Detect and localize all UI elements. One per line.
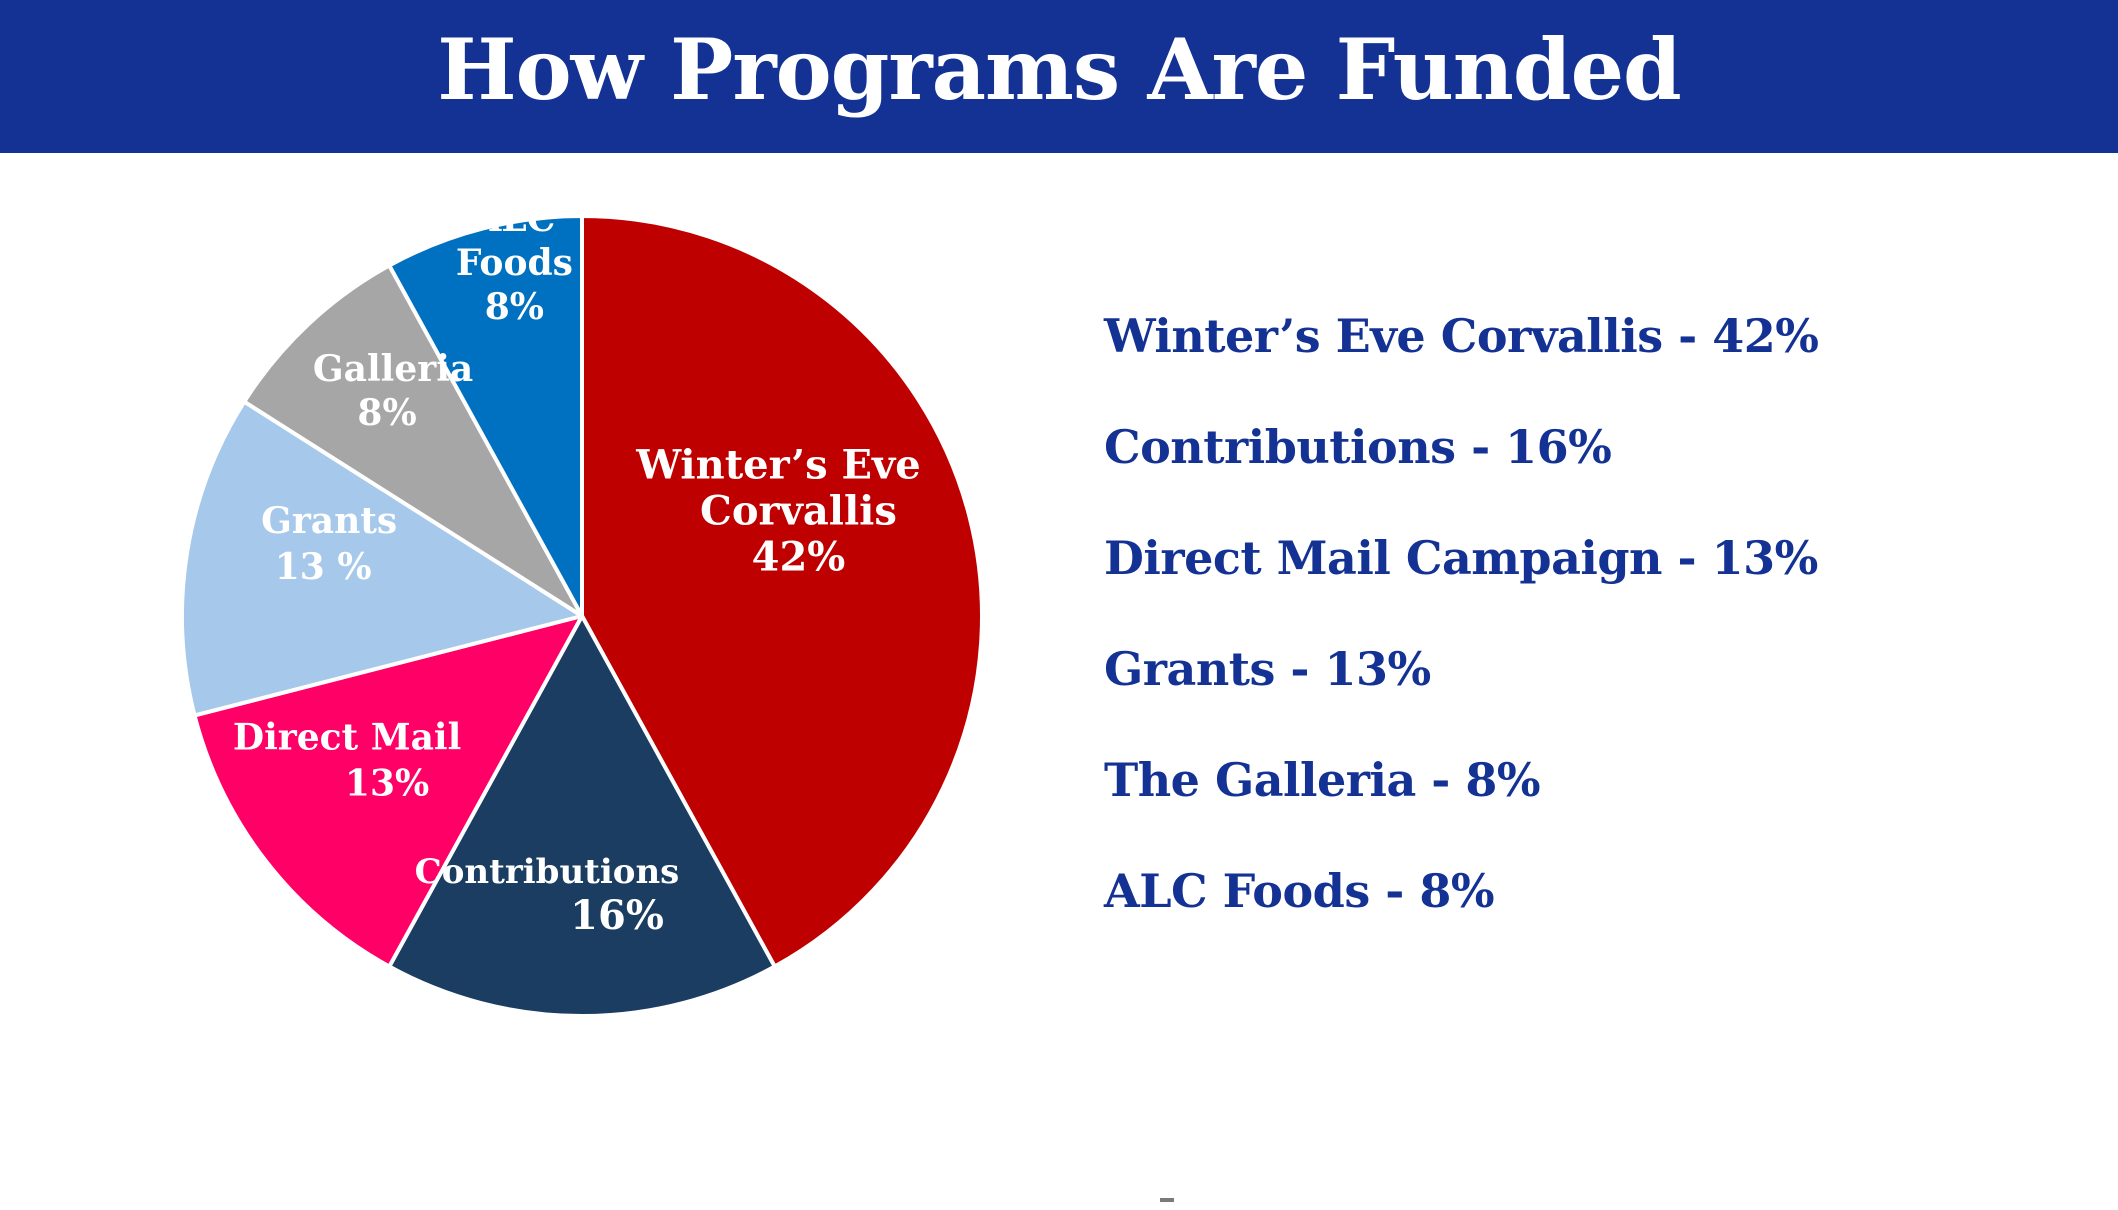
slice-label-alc-foods: ALC Foods 8% [456,198,573,328]
legend-item-contributions: Contributions - 16% [1104,420,1612,474]
slice-label-contributions: Contributions 16% [415,852,680,939]
slice-label-line: Winter’s Eve [635,441,921,488]
slice-label-line: 42% [752,533,846,580]
title-bar: How Programs Are Funded [0,0,2118,153]
slice-label-line: 8% [357,392,416,434]
page-title: How Programs Are Funded [437,19,1682,119]
pie-slice-grants [180,399,584,718]
legend-item-direct-mail: Direct Mail Campaign - 13% [1104,531,1818,585]
slice-label-line: Direct Mail [233,717,461,759]
slice-label-line: 13 % [275,546,372,588]
slice-label-winter-s-eve-corvallis: Winter’s Eve Corvallis 42% [635,441,921,580]
slice-label-line: 8% [485,286,544,328]
slice-label-line: 13% [345,763,429,805]
legend-item-winters-eve: Winter’s Eve Corvallis - 42% [1104,309,1819,363]
footer-mark [1160,1198,1174,1202]
legend-item-alc-foods: ALC Foods - 8% [1104,864,1495,918]
slice-label-line: Foods [456,242,573,284]
slice-label-line: 16% [570,892,664,939]
slice-label-line: Corvallis [700,487,897,534]
slice-label-grants: Grants 13 % [261,500,397,588]
pie-slice-direct-mail [192,614,584,969]
slice-label-galleria: Galleria 8% [313,348,473,434]
pie-slice-alc-foods [387,214,584,618]
slice-label-direct-mail: Direct Mail 13% [233,717,461,805]
slice-label-line: ALC [472,198,555,240]
pie-slice-contributions [387,614,777,1018]
slice-label-line: Grants [261,500,397,542]
legend: Winter’s Eve Corvallis - 42% Contributio… [1104,308,1819,974]
legend-item-grants: Grants - 13% [1104,642,1431,696]
pie-slice-galleria [242,263,584,618]
slice-label-line: Galleria [313,348,473,390]
legend-item-galleria: The Galleria - 8% [1104,753,1541,807]
slice-label-line: Contributions [415,852,680,892]
pie-slice-winter-s-eve-corvallis [580,214,984,969]
